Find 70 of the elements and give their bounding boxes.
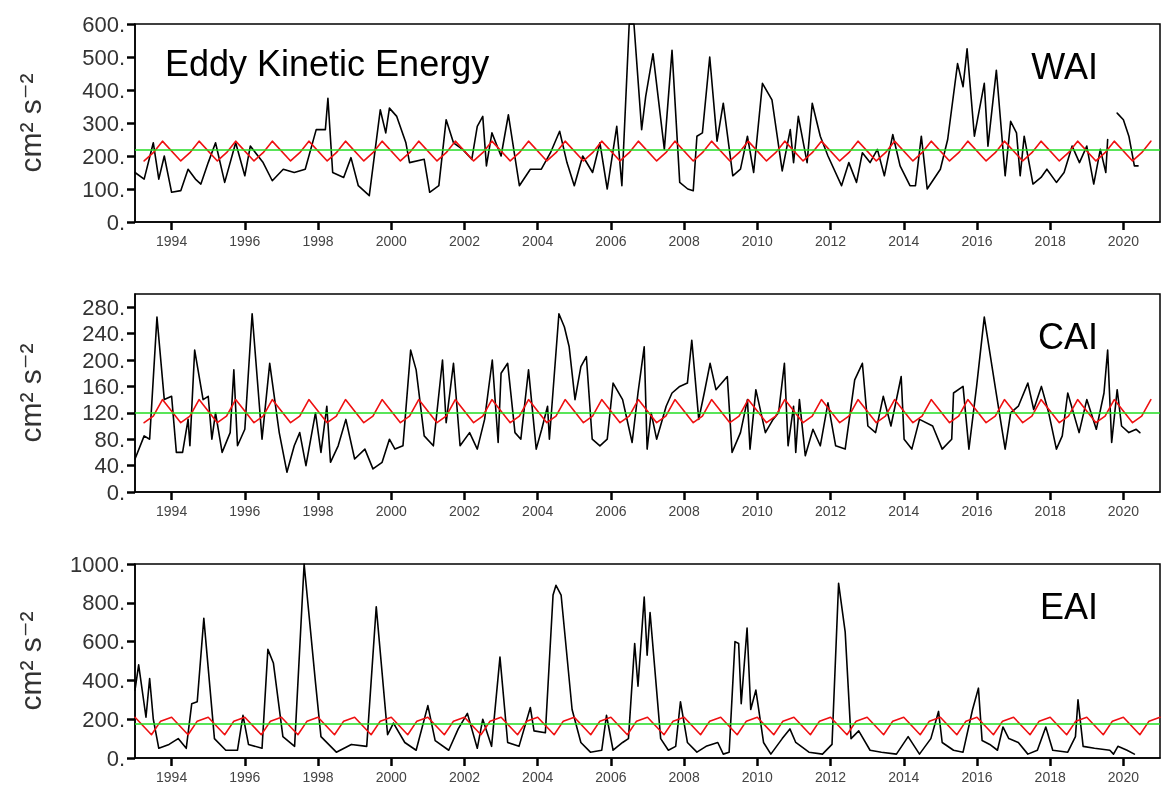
annotation: EAI — [1039, 585, 1099, 627]
x-tick-label: 2000 — [375, 503, 408, 519]
x-tick-label: 2020 — [1107, 769, 1140, 785]
x-tick-label: 1996 — [229, 769, 261, 785]
y-tick-label: 800. — [82, 590, 125, 616]
y-tick-label: 0. — [106, 745, 125, 771]
x-tick-label: 2018 — [1034, 769, 1066, 785]
x-tick-label: 2010 — [741, 503, 774, 519]
x-tick-label: 2008 — [668, 503, 700, 519]
x-tick-label: 2016 — [961, 233, 993, 249]
y-tick-label: 400. — [82, 77, 125, 103]
y-tick-label: 80. — [94, 426, 125, 452]
y-tick-label: 100. — [82, 176, 125, 202]
x-tick-label: 2002 — [448, 233, 481, 249]
x-tick-label: 2018 — [1034, 233, 1066, 249]
y-tick-label: 40. — [94, 453, 125, 479]
x-tick-label: 2006 — [595, 769, 627, 785]
x-tick-label: 1994 — [156, 233, 188, 249]
y-tick-label: 1000. — [69, 551, 125, 577]
x-tick-label: 2012 — [814, 769, 847, 785]
y-tick-label: 600. — [82, 11, 125, 37]
x-tick-label: 2006 — [595, 233, 627, 249]
x-tick-label: 1996 — [229, 233, 261, 249]
x-tick-label: 2014 — [888, 233, 920, 249]
y-tick-label: 200. — [82, 347, 125, 373]
x-tick-label: 2020 — [1107, 233, 1140, 249]
x-tick-label: 2020 — [1107, 503, 1140, 519]
x-tick-label: 1998 — [302, 233, 334, 249]
x-tick-label: 2000 — [375, 233, 408, 249]
y-tick-label: 200. — [82, 143, 125, 169]
x-tick-label: 1998 — [302, 769, 334, 785]
x-tick-label: 1998 — [302, 503, 334, 519]
x-tick-label: 2002 — [448, 503, 481, 519]
y-tick-label: 200. — [82, 706, 125, 732]
y-tick-label: 600. — [82, 629, 125, 655]
y-tick-label: 120. — [82, 400, 125, 426]
x-tick-label: 2000 — [375, 769, 408, 785]
x-tick-label: 2018 — [1034, 503, 1066, 519]
y-axis-title: cm² s⁻² — [13, 343, 47, 443]
x-tick-label: 2008 — [668, 233, 700, 249]
text: Eddy Kinetic Energy — [165, 42, 490, 84]
x-tick-label: 2010 — [741, 769, 774, 785]
annotation: CAI — [1037, 315, 1098, 357]
x-tick-label: 2004 — [522, 503, 554, 519]
annotation: WAI — [1031, 45, 1098, 87]
x-tick-label: 2014 — [888, 503, 920, 519]
x-tick-label: 2006 — [595, 503, 627, 519]
x-tick-label: 1996 — [229, 503, 261, 519]
x-tick-label: 2012 — [814, 233, 847, 249]
x-tick-label: 2002 — [448, 769, 481, 785]
x-tick-label: 2004 — [522, 769, 554, 785]
x-tick-label: 2016 — [961, 503, 993, 519]
y-tick-label: 0. — [106, 209, 125, 235]
x-tick-label: 2014 — [888, 769, 920, 785]
x-tick-label: 2008 — [668, 769, 700, 785]
x-tick-label: 2004 — [522, 233, 554, 249]
y-tick-label: 0. — [106, 479, 125, 505]
y-tick-label: 300. — [82, 110, 125, 136]
x-tick-label: 1994 — [156, 769, 188, 785]
y-tick-label: 160. — [82, 373, 125, 399]
y-axis-title: cm² s⁻² — [13, 73, 47, 173]
y-tick-label: 240. — [82, 321, 125, 347]
y-tick-label: 400. — [82, 667, 125, 693]
x-tick-label: 2012 — [814, 503, 847, 519]
x-tick-label: 1994 — [156, 503, 188, 519]
x-tick-label: 2010 — [741, 233, 774, 249]
y-tick-label: 500. — [82, 44, 125, 70]
y-axis-title: cm² s⁻² — [13, 611, 47, 711]
x-tick-label: 2016 — [961, 769, 993, 785]
y-tick-label: 280. — [82, 294, 125, 320]
